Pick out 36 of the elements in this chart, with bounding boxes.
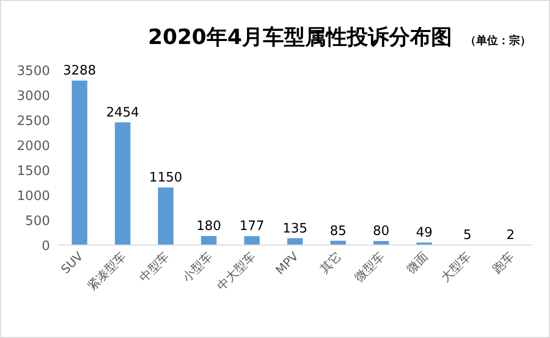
bar bbox=[244, 236, 260, 245]
data-label: 3288 bbox=[63, 64, 96, 79]
data-label: 135 bbox=[282, 221, 308, 236]
bar bbox=[72, 80, 88, 245]
y-tick-label: 3500 bbox=[16, 64, 50, 79]
x-tick-label: 小型车 bbox=[180, 249, 215, 285]
x-tick-label: 紧凑型车 bbox=[84, 249, 129, 294]
y-tick-label: 3000 bbox=[16, 89, 50, 104]
y-tick-label: 2500 bbox=[16, 114, 50, 129]
bar bbox=[201, 236, 217, 245]
chart-title: 2020年4月车型属性投诉分布图 bbox=[148, 25, 452, 49]
data-label: 177 bbox=[239, 219, 264, 234]
data-label: 80 bbox=[372, 224, 390, 239]
x-tick-label: 中型车 bbox=[136, 249, 172, 285]
x-tick-label: 其它 bbox=[317, 249, 344, 276]
bar bbox=[287, 238, 303, 245]
data-label: 2454 bbox=[106, 105, 140, 120]
data-label: 5 bbox=[463, 228, 472, 243]
data-label: 49 bbox=[416, 226, 433, 241]
y-tick-label: 1000 bbox=[16, 189, 50, 204]
x-tick-label: 大型车 bbox=[438, 249, 474, 285]
data-label: 180 bbox=[196, 219, 222, 234]
x-tick-label: 跑车 bbox=[490, 249, 517, 276]
y-tick-label: 0 bbox=[42, 239, 50, 254]
chart-subtitle: （单位：宗） bbox=[465, 34, 531, 47]
bar bbox=[114, 122, 130, 245]
x-tick-label: 微面 bbox=[404, 249, 430, 276]
bar bbox=[158, 188, 174, 245]
data-label: 85 bbox=[330, 224, 346, 239]
y-tick-label: 500 bbox=[25, 214, 50, 229]
x-tick-label: 微型车 bbox=[352, 249, 388, 285]
y-tick-label: 2000 bbox=[16, 139, 50, 154]
data-label: 1150 bbox=[149, 170, 182, 186]
x-tick-label: 中大型车 bbox=[214, 249, 258, 294]
y-tick-label: 1500 bbox=[16, 164, 50, 179]
data-label: 2 bbox=[506, 228, 515, 243]
